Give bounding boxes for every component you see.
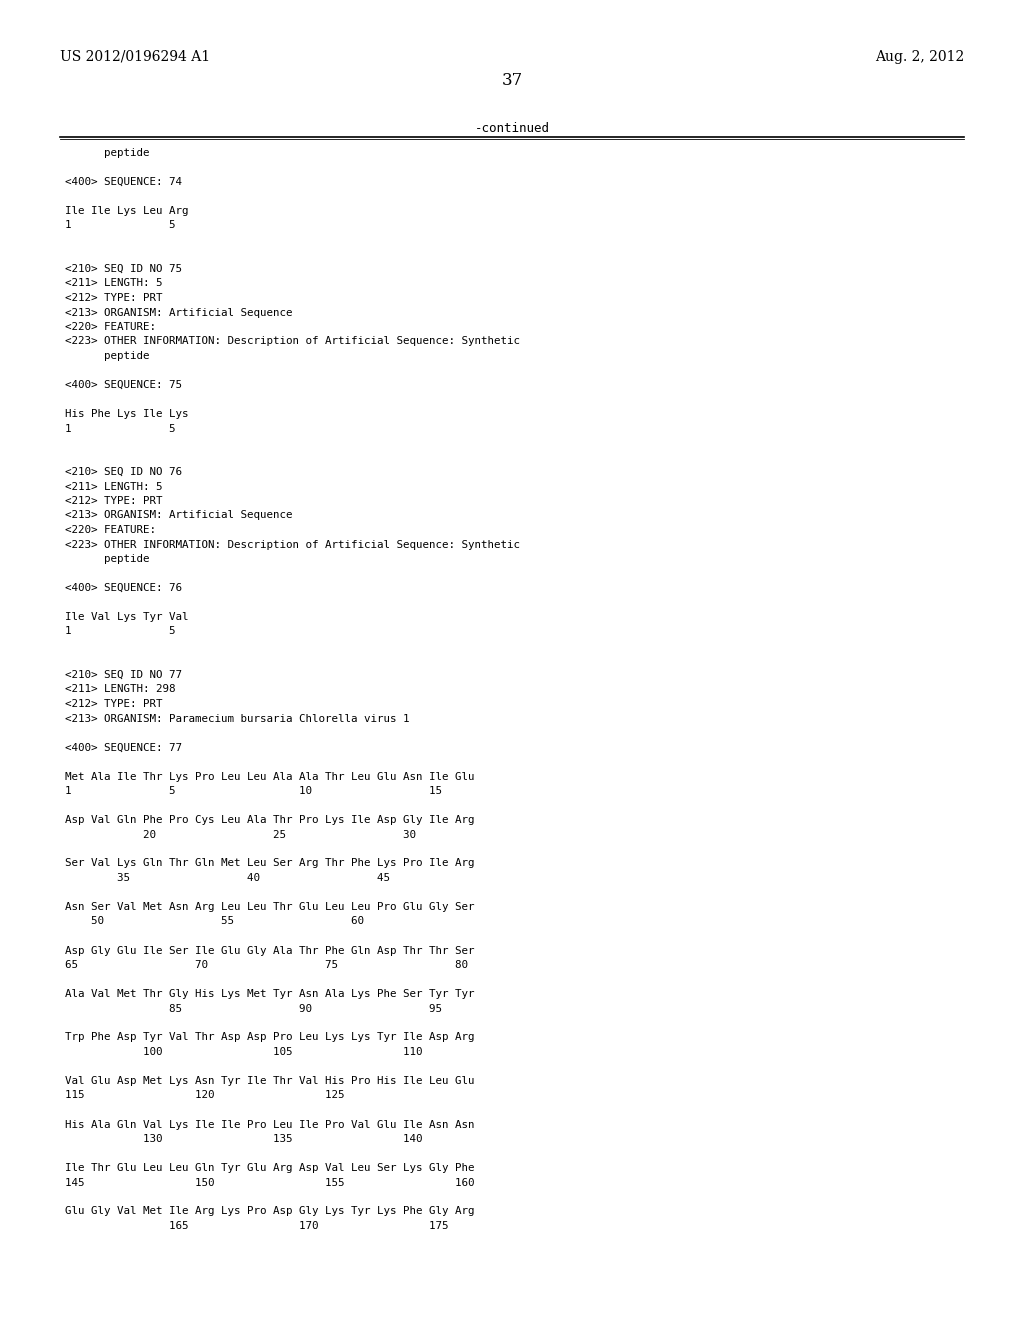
Text: 37: 37 (502, 73, 522, 88)
Text: 1               5: 1 5 (65, 627, 175, 636)
Text: 1               5                   10                  15: 1 5 10 15 (65, 785, 442, 796)
Text: Ala Val Met Thr Gly His Lys Met Tyr Asn Ala Lys Phe Ser Tyr Tyr: Ala Val Met Thr Gly His Lys Met Tyr Asn … (65, 989, 474, 999)
Text: <210> SEQ ID NO 77: <210> SEQ ID NO 77 (65, 671, 182, 680)
Text: <220> FEATURE:: <220> FEATURE: (65, 322, 156, 333)
Text: <400> SEQUENCE: 76: <400> SEQUENCE: 76 (65, 583, 182, 593)
Text: Val Glu Asp Met Lys Asn Tyr Ile Thr Val His Pro His Ile Leu Glu: Val Glu Asp Met Lys Asn Tyr Ile Thr Val … (65, 1076, 474, 1086)
Text: 20                  25                  30: 20 25 30 (65, 829, 416, 840)
Text: Ser Val Lys Gln Thr Gln Met Leu Ser Arg Thr Phe Lys Pro Ile Arg: Ser Val Lys Gln Thr Gln Met Leu Ser Arg … (65, 858, 474, 869)
Text: peptide: peptide (65, 148, 150, 158)
Text: -continued: -continued (474, 121, 550, 135)
Text: 35                  40                  45: 35 40 45 (65, 873, 390, 883)
Text: Ile Ile Lys Leu Arg: Ile Ile Lys Leu Arg (65, 206, 188, 216)
Text: <213> ORGANISM: Artificial Sequence: <213> ORGANISM: Artificial Sequence (65, 308, 293, 318)
Text: Aug. 2, 2012: Aug. 2, 2012 (874, 50, 964, 63)
Text: Ile Val Lys Tyr Val: Ile Val Lys Tyr Val (65, 612, 188, 622)
Text: US 2012/0196294 A1: US 2012/0196294 A1 (60, 50, 210, 63)
Text: <220> FEATURE:: <220> FEATURE: (65, 525, 156, 535)
Text: <210> SEQ ID NO 75: <210> SEQ ID NO 75 (65, 264, 182, 275)
Text: <211> LENGTH: 5: <211> LENGTH: 5 (65, 482, 163, 491)
Text: <223> OTHER INFORMATION: Description of Artificial Sequence: Synthetic: <223> OTHER INFORMATION: Description of … (65, 337, 520, 346)
Text: <212> TYPE: PRT: <212> TYPE: PRT (65, 496, 163, 506)
Text: Ile Thr Glu Leu Leu Gln Tyr Glu Arg Asp Val Leu Ser Lys Gly Phe: Ile Thr Glu Leu Leu Gln Tyr Glu Arg Asp … (65, 1163, 474, 1173)
Text: 1               5: 1 5 (65, 220, 175, 231)
Text: 165                 170                 175: 165 170 175 (65, 1221, 449, 1232)
Text: <211> LENGTH: 5: <211> LENGTH: 5 (65, 279, 163, 289)
Text: <213> ORGANISM: Paramecium bursaria Chlorella virus 1: <213> ORGANISM: Paramecium bursaria Chlo… (65, 714, 410, 723)
Text: 1               5: 1 5 (65, 424, 175, 433)
Text: <210> SEQ ID NO 76: <210> SEQ ID NO 76 (65, 467, 182, 477)
Text: <211> LENGTH: 298: <211> LENGTH: 298 (65, 685, 175, 694)
Text: <400> SEQUENCE: 74: <400> SEQUENCE: 74 (65, 177, 182, 187)
Text: His Ala Gln Val Lys Ile Ile Pro Leu Ile Pro Val Glu Ile Asn Asn: His Ala Gln Val Lys Ile Ile Pro Leu Ile … (65, 1119, 474, 1130)
Text: <400> SEQUENCE: 75: <400> SEQUENCE: 75 (65, 380, 182, 389)
Text: peptide: peptide (65, 351, 150, 360)
Text: Asp Val Gln Phe Pro Cys Leu Ala Thr Pro Lys Ile Asp Gly Ile Arg: Asp Val Gln Phe Pro Cys Leu Ala Thr Pro … (65, 814, 474, 825)
Text: Asn Ser Val Met Asn Arg Leu Leu Thr Glu Leu Leu Pro Glu Gly Ser: Asn Ser Val Met Asn Arg Leu Leu Thr Glu … (65, 902, 474, 912)
Text: Asp Gly Glu Ile Ser Ile Glu Gly Ala Thr Phe Gln Asp Thr Thr Ser: Asp Gly Glu Ile Ser Ile Glu Gly Ala Thr … (65, 945, 474, 956)
Text: 50                  55                  60: 50 55 60 (65, 916, 364, 927)
Text: <400> SEQUENCE: 77: <400> SEQUENCE: 77 (65, 742, 182, 752)
Text: 145                 150                 155                 160: 145 150 155 160 (65, 1177, 474, 1188)
Text: 100                 105                 110: 100 105 110 (65, 1047, 423, 1057)
Text: 130                 135                 140: 130 135 140 (65, 1134, 423, 1144)
Text: <212> TYPE: PRT: <212> TYPE: PRT (65, 700, 163, 709)
Text: 85                  90                  95: 85 90 95 (65, 1003, 442, 1014)
Text: Trp Phe Asp Tyr Val Thr Asp Asp Pro Leu Lys Lys Tyr Ile Asp Arg: Trp Phe Asp Tyr Val Thr Asp Asp Pro Leu … (65, 1032, 474, 1043)
Text: His Phe Lys Ile Lys: His Phe Lys Ile Lys (65, 409, 188, 418)
Text: 65                  70                  75                  80: 65 70 75 80 (65, 960, 468, 970)
Text: <212> TYPE: PRT: <212> TYPE: PRT (65, 293, 163, 304)
Text: Met Ala Ile Thr Lys Pro Leu Leu Ala Ala Thr Leu Glu Asn Ile Glu: Met Ala Ile Thr Lys Pro Leu Leu Ala Ala … (65, 771, 474, 781)
Text: 115                 120                 125: 115 120 125 (65, 1090, 344, 1101)
Text: peptide: peptide (65, 554, 150, 564)
Text: <223> OTHER INFORMATION: Description of Artificial Sequence: Synthetic: <223> OTHER INFORMATION: Description of … (65, 540, 520, 549)
Text: <213> ORGANISM: Artificial Sequence: <213> ORGANISM: Artificial Sequence (65, 511, 293, 520)
Text: Glu Gly Val Met Ile Arg Lys Pro Asp Gly Lys Tyr Lys Phe Gly Arg: Glu Gly Val Met Ile Arg Lys Pro Asp Gly … (65, 1206, 474, 1217)
